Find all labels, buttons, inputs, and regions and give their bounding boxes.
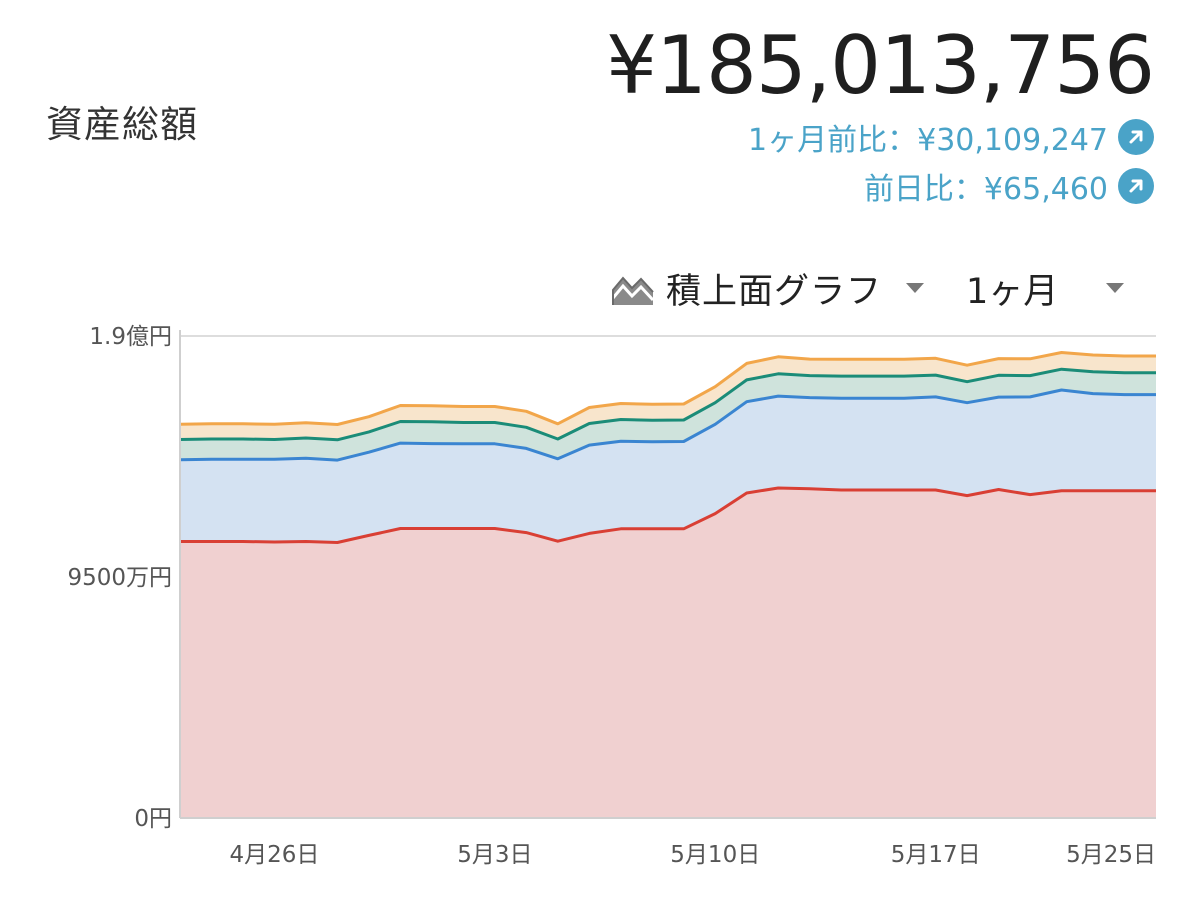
area-series-0 [180,488,1156,818]
graph-type-dropdown[interactable]: 積上面グラフ [610,263,926,314]
period-label: 1ヶ月 [966,271,1059,312]
y-tick-labels: 0円 9500万円 1.9億円 [67,324,172,832]
y-tick-label-0: 0円 [134,806,172,832]
y-tick-label-1: 9500万円 [67,565,172,591]
series-line-0 [180,486,1156,544]
axes [179,330,1156,819]
series-lines [179,351,1156,544]
x-tick-labels: 4月26日 5月3日 5月10日 5月17日 5月25日 [230,842,1157,868]
caret-down-icon [1106,283,1125,293]
area-series-1 [180,390,1156,543]
month-delta-text: 1ヶ月前比：¥30,109,247 [748,123,1108,158]
x-tick-label-0: 4月26日 [230,842,320,868]
x-tick-label-1: 5月3日 [457,842,532,868]
day-delta: 前日比：¥65,460 [863,166,1154,207]
stacked-area-chart: 0円 9500万円 1.9億円 4月26日 5月3日 5月10日 5月17日 5月25日 [67,324,1157,868]
series-line-1 [179,388,1156,462]
area-series [180,352,1156,818]
arrow-up-right-icon [1118,168,1154,204]
area-chart-icon [611,269,655,307]
day-delta-text: 前日比：¥65,460 [863,172,1108,207]
x-tick-label-4: 5月25日 [1066,842,1156,868]
x-tick-label-2: 5月10日 [670,842,760,868]
total-assets-value: ¥185,013,756 [606,19,1155,112]
series-line-2 [179,367,1156,442]
x-tick-label-3: 5月17日 [891,842,981,868]
area-series-3 [180,352,1156,440]
graph-type-label: 積上面グラフ [666,271,883,312]
caret-down-icon [906,283,925,293]
arrow-up-right-icon [1118,119,1154,155]
page-title: 資産総額 [46,103,198,146]
month-delta: 1ヶ月前比：¥30,109,247 [748,117,1154,158]
series-line-3 [179,351,1156,426]
chart-controls: 積上面グラフ 1ヶ月 [610,262,1170,314]
area-series-2 [180,369,1156,461]
period-dropdown[interactable]: 1ヶ月 [966,263,1126,314]
y-tick-label-2: 1.9億円 [89,324,172,350]
